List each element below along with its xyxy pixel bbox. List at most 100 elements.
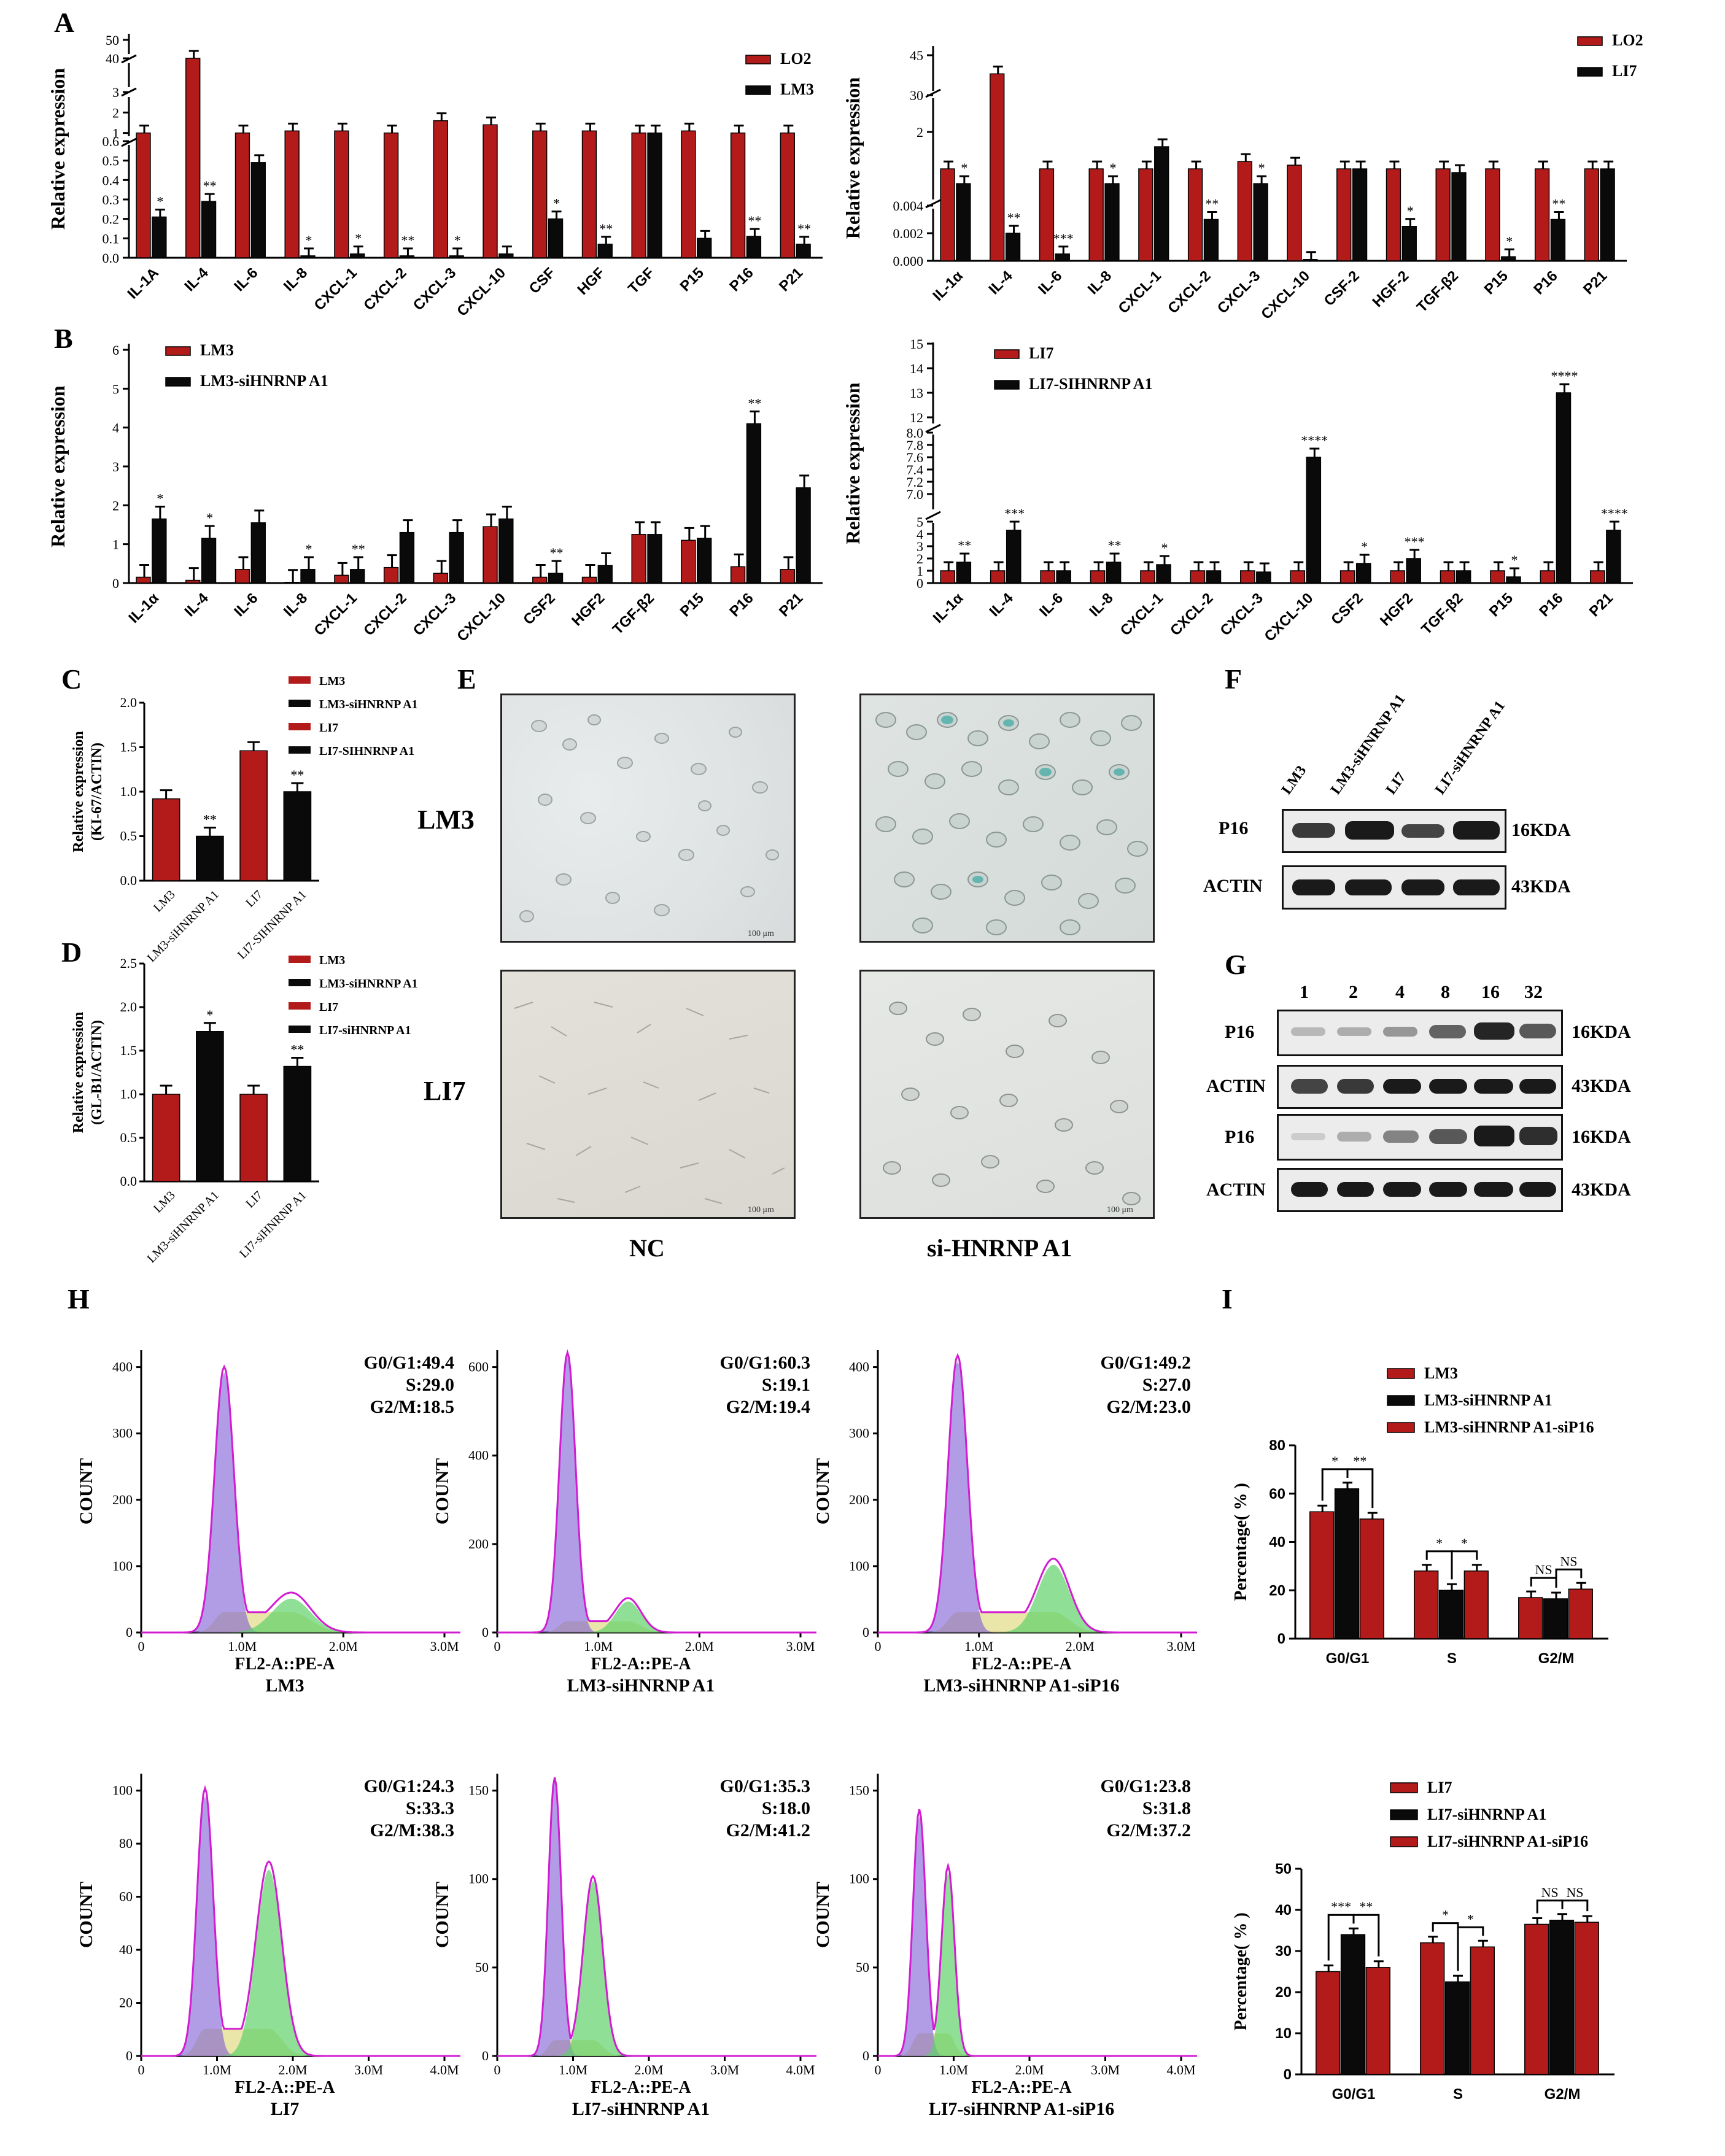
bar [697,538,712,584]
x-tick-label: 2.0M [1015,2062,1044,2077]
x-tick-label: CXCL-10 [454,265,509,320]
bar [1203,218,1219,261]
g0g1-area [497,1356,816,1632]
x-tick-label: HGF-2 [1369,268,1412,311]
y-axis-label: (GL-B1/ACTIN) [89,1020,105,1125]
y-tick-label: 400 [112,1359,133,1375]
legend-label: LI7-SIHNRNP A1 [319,744,414,758]
x-tick-label: G2/M [1545,2086,1581,2103]
flow-histogram: 0 200 400 600 0 1.0M 2.0M 3.0M G0/G1:60.3S:19.1G… [432,1349,816,1696]
y-tick-label: 100 [112,1783,133,1798]
bar [1386,168,1401,261]
x-tick-label: IL-6 [1035,268,1065,298]
y-tick-label: 0.0 [103,250,120,266]
f-row-actin: ACTIN [1203,876,1263,896]
x-tick-label: IL-8 [281,590,311,620]
bar [1306,457,1322,584]
chart-b-left: 0 1 2 3 4 5 6 Relative expression * IL-1α * IL-4 IL-… [47,341,823,645]
x-tick-label: IL-8 [1086,590,1116,620]
g-row-p16-2: P16 [1225,1127,1255,1147]
x-tick-label: CXCL-1 [311,590,360,639]
x-tick-label: 2.0M [634,2062,663,2077]
y-tick-label: 1.0 [120,1086,138,1102]
y-tick-label: 0.2 [103,212,120,227]
y-tick-label: 5 [917,514,923,530]
bar [334,130,349,258]
y-tick-label: 0.5 [120,829,138,844]
histogram-title: LI7-siHNRNP A1-siP16 [929,2099,1115,2119]
significance-mark: * [1461,1536,1468,1551]
legend-swatch [165,377,191,387]
bar [284,581,300,584]
flow-histogram: 0 50 100 150 0 1.0M 2.0M 3.0M 4.0M G0/G1:35.3S:18… [432,1774,816,2119]
bar [1290,570,1306,584]
x-tick-label: 0 [494,1639,501,1654]
significance-mark: * [454,233,461,248]
y-tick-label: 0.6 [103,134,120,149]
histogram-title: LI7-siHNRNP A1 [572,2099,710,2119]
panel-letter-d: D [61,937,82,968]
x-tick-label: 2.0M [329,1639,358,1654]
bar [1590,570,1605,584]
y-tick-label: 30 [910,88,923,103]
legend-swatch [289,979,311,986]
significance-mark: ** [748,213,761,228]
x-tick-label: 1.0M [559,2062,587,2077]
g-blot-actin-2 [1277,1168,1563,1212]
bar [185,58,201,258]
g-lane-label: 1 [1300,982,1309,1002]
y-tick-label: 50 [106,33,119,48]
bar [1090,570,1106,584]
significance-mark: *** [1331,1899,1351,1914]
x-tick-label: HGF [575,265,608,298]
y-tick-label: 4 [112,420,119,436]
y-tick-label: 100 [849,1558,869,1574]
y-tick-label: 1.0 [120,784,138,799]
f-lane-label: LM3 [1278,763,1310,798]
g2m-value: G2/M:23.0 [1107,1397,1191,1417]
x-tick-label: CXCL-10 [454,590,509,645]
bar [1340,1934,1366,2075]
x-tick-label: LI7 [243,888,265,910]
significance-bracket [1451,1550,1478,1580]
bar [697,238,712,258]
y-tick-label: 300 [849,1426,869,1441]
x-tick-label: P15 [1486,590,1516,620]
histogram-title: LM3-siHNRNP A1 [567,1675,715,1696]
bar [1359,1518,1384,1639]
legend-swatch [994,349,1020,359]
significance-mark: * [1467,1911,1474,1926]
bar [1438,1590,1464,1639]
y-tick-label: 0 [126,2048,133,2063]
y-tick-label: 45 [910,48,923,63]
y-tick-label: 13 [910,385,923,401]
bar [681,130,696,258]
bar [1600,168,1615,261]
legend-label: LM3 [780,80,814,98]
bar [250,522,266,584]
significance-mark: * [1407,203,1414,218]
x-tick-label: IL-6 [231,265,261,295]
x-tick-label: G0/G1 [1332,2086,1376,2103]
significance-mark: * [1436,1536,1443,1551]
x-tick-label: P16 [1536,590,1566,620]
flow-histogram: 0 100 200 300 400 0 1.0M 2.0M 3.0M G0/G1:49.4S:29… [76,1350,460,1696]
bar [250,162,266,258]
bar [136,132,151,258]
y-tick-label: 0.5 [103,153,120,169]
y-axis-label: Percentage( % ) [1231,1483,1250,1601]
bar [1470,1946,1495,2075]
significance-mark: * [1161,540,1168,555]
significance-mark: NS [1566,1885,1583,1900]
bar [1401,226,1417,261]
histogram-title: LI7 [271,2099,300,2119]
y-axis-label: (KI-67/ACTIN) [89,743,105,841]
x-tick-label: IL-6 [231,590,261,620]
x-tick-label: CXCL-1 [1117,590,1166,639]
significance-mark: ** [1108,538,1122,553]
x-tick-label: TGF-β2 [1418,590,1466,638]
x-tick-label: 0 [494,2062,501,2077]
significance-mark: **** [1301,433,1328,448]
g2m-value: G2/M:18.5 [370,1397,454,1417]
bar [196,835,224,881]
